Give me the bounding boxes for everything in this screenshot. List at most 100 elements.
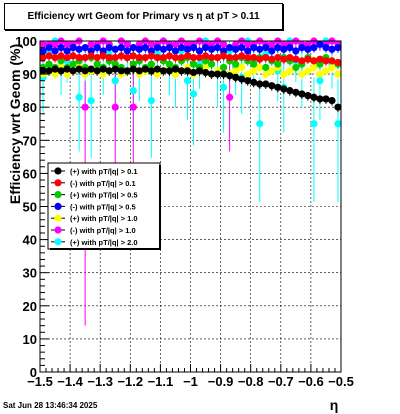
data-point <box>226 44 234 52</box>
data-point <box>75 65 83 73</box>
data-point <box>51 47 59 55</box>
data-point <box>244 53 252 62</box>
legend-entry: (+) with pT/|q| > 0.1 <box>70 167 138 176</box>
data-point <box>129 52 137 60</box>
data-point <box>310 120 318 128</box>
data-point <box>69 67 77 75</box>
data-point <box>153 70 161 78</box>
data-point <box>87 96 95 105</box>
data-point <box>111 103 119 111</box>
data-point <box>129 60 137 68</box>
data-point <box>262 53 270 62</box>
data-point <box>298 70 306 78</box>
data-point <box>280 70 288 78</box>
data-point <box>262 70 270 78</box>
data-point <box>207 70 216 78</box>
data-point <box>189 44 198 52</box>
x-tick-label: −1.5 <box>27 374 53 389</box>
data-point <box>328 63 336 72</box>
data-point <box>316 95 324 103</box>
data-point <box>310 57 318 65</box>
data-point <box>63 65 71 73</box>
data-point <box>201 52 210 60</box>
data-point <box>111 65 119 73</box>
data-point <box>316 60 324 68</box>
data-point <box>232 45 240 53</box>
y-tick-label: 40 <box>23 233 37 248</box>
data-point <box>334 44 342 52</box>
x-tick-label: −1.3 <box>87 374 113 389</box>
data-point <box>220 40 228 48</box>
tick-labels: −1.5 −1.4 −1.3 −1.2 −1.1 −1 −0.9 −0.8 −0.7 −0.6 −0… <box>15 34 354 389</box>
data-point <box>262 80 270 88</box>
data-point <box>75 53 83 62</box>
data-point <box>316 55 324 63</box>
data-point <box>304 67 312 75</box>
data-point <box>81 67 89 75</box>
x-tick-label: −1.1 <box>148 374 174 389</box>
data-point <box>226 72 234 80</box>
data-point <box>189 53 198 62</box>
data-point <box>99 47 107 55</box>
legend-marker <box>54 202 62 210</box>
data-point <box>201 68 210 77</box>
data-point <box>57 52 65 60</box>
data-point <box>141 53 149 62</box>
data-point <box>322 44 330 52</box>
data-point <box>93 60 101 68</box>
data-point <box>93 44 101 52</box>
data-point <box>220 52 228 60</box>
data-point <box>123 47 131 55</box>
data-point <box>165 44 174 52</box>
data-point <box>201 63 210 72</box>
data-point <box>256 45 264 53</box>
data-point <box>147 96 155 105</box>
data-point <box>244 77 252 85</box>
data-point <box>171 40 180 48</box>
data-point <box>117 52 125 60</box>
data-point <box>141 65 149 73</box>
legend-entry: (-) with pT/|q| > 0.5 <box>70 202 136 211</box>
data-point <box>250 78 258 86</box>
data-point <box>220 47 228 55</box>
legend-box <box>47 162 161 250</box>
data-point <box>286 53 294 62</box>
data-point <box>280 45 288 53</box>
data-point <box>292 47 300 55</box>
data-point <box>292 63 300 72</box>
data-point <box>147 40 155 48</box>
data-point <box>268 47 276 55</box>
y-tick-label: 30 <box>23 266 37 281</box>
y-tick-label: 90 <box>23 67 37 82</box>
data-point <box>129 65 137 73</box>
data-point <box>292 88 300 96</box>
data-point <box>177 67 186 75</box>
data-point <box>226 93 234 101</box>
data-point <box>280 85 288 93</box>
data-point <box>334 70 342 78</box>
data-point <box>250 53 258 62</box>
data-point <box>268 82 276 90</box>
data-point <box>63 70 71 78</box>
data-point <box>135 67 143 75</box>
data-point <box>63 53 71 62</box>
data-point <box>262 44 270 52</box>
data-point <box>328 57 336 65</box>
data-point <box>328 96 336 105</box>
data-point <box>310 93 318 101</box>
data-point <box>39 67 47 75</box>
data-point <box>51 40 59 48</box>
data-point <box>310 63 318 72</box>
data-point <box>93 53 101 62</box>
legend-marker <box>54 238 62 246</box>
data-point <box>141 44 149 52</box>
x-tick-label: −0.5 <box>328 374 354 389</box>
data-point <box>238 44 246 52</box>
y-tick-label: 20 <box>23 299 37 314</box>
data-point <box>63 40 71 48</box>
data-point <box>195 53 204 62</box>
data-point <box>268 55 276 63</box>
data-point <box>147 67 155 75</box>
data-point <box>280 40 288 48</box>
data-point <box>298 90 306 98</box>
